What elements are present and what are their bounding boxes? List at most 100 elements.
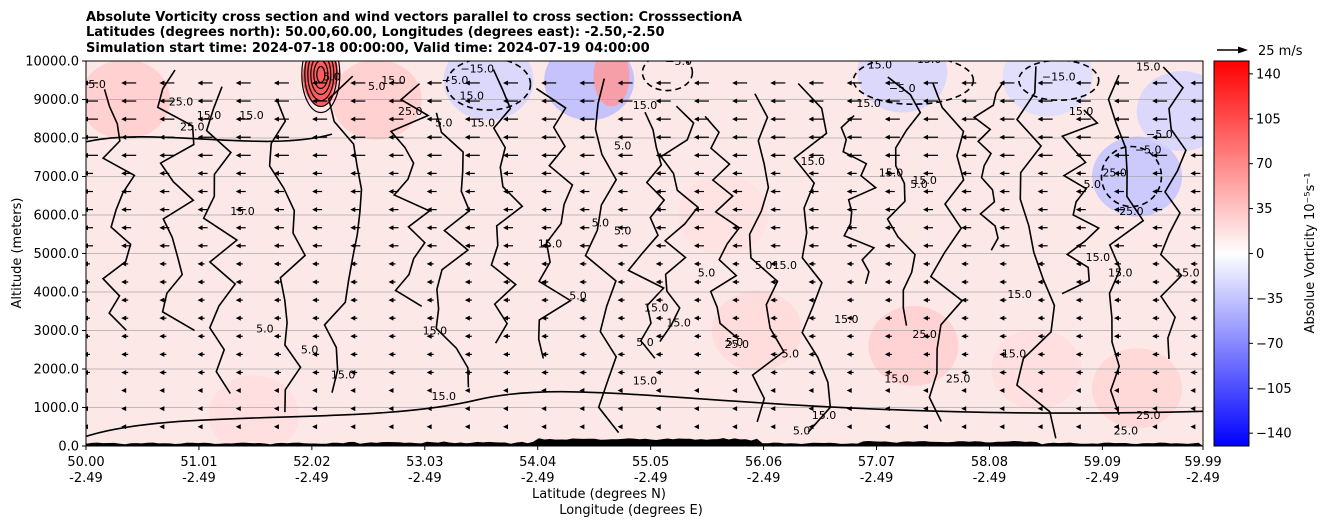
wind-arrow (235, 297, 243, 303)
wind-arrow (159, 261, 167, 267)
wind-arrow (273, 225, 284, 231)
wind-arrow (1190, 225, 1201, 231)
wind-arrow (541, 80, 557, 86)
wind-arrow (579, 134, 595, 140)
y-tick-label: 8000.0 (34, 132, 80, 147)
wind-arrow (121, 189, 132, 195)
wind-arrow (770, 351, 778, 357)
contour-line-15 (840, 115, 878, 285)
wind-arrow (617, 98, 633, 104)
wind-arrow (999, 225, 1010, 231)
negative-contour-0 (445, 61, 532, 111)
wind-arrow (312, 315, 320, 321)
contour-label: 15.0 (1108, 267, 1133, 280)
wind-arrow (732, 98, 748, 104)
wind-arrow (1075, 170, 1086, 176)
wind-arrow (732, 225, 743, 231)
vorticity-region-7 (1002, 61, 1093, 117)
wind-arrow (464, 369, 472, 375)
wind-arrow (121, 333, 129, 339)
wind-arrow (121, 351, 129, 357)
wind-arrow (1075, 406, 1081, 412)
wind-arrow (350, 369, 358, 375)
wind-arrow (426, 170, 437, 176)
contour-label: 15.0 (1136, 61, 1161, 74)
contour-ring-4 (304, 61, 338, 108)
wind-arrow (464, 207, 475, 213)
contour-label: −5.0 (442, 74, 469, 87)
y-tick-label: 5000.0 (34, 247, 80, 262)
wind-arrow (579, 261, 587, 267)
contour-label: 15.0 (666, 317, 691, 330)
wind-arrow (923, 189, 934, 195)
wind-arrow (1152, 297, 1160, 303)
wind-arrow (541, 279, 549, 285)
wind-arrow (923, 152, 939, 158)
wind-arrow (693, 152, 709, 158)
colorbar-tick-label: 105 (1256, 112, 1281, 127)
wind-arrow (388, 116, 404, 122)
wind-arrow (350, 207, 361, 213)
contour-label: 15.0 (884, 372, 909, 385)
negative-contour-3 (1017, 61, 1100, 102)
wind-arrow (1113, 279, 1121, 285)
wind-arrow (1190, 152, 1203, 158)
wind-arrow (503, 225, 514, 231)
wind-arrow (999, 388, 1005, 394)
wind-arrow (961, 315, 969, 321)
wind-arrow (159, 406, 165, 412)
wind-arrow (732, 207, 743, 213)
contour-line-upper (86, 133, 333, 143)
contour-label: 15.0 (1069, 105, 1094, 118)
wind-arrow (350, 406, 356, 412)
wind-arrow (159, 297, 167, 303)
wind-arrow (999, 369, 1007, 375)
wind-arrow (693, 134, 709, 140)
wind-arrow (541, 388, 547, 394)
contour-line-22 (1159, 66, 1187, 359)
wind-arrow (884, 424, 890, 430)
wind-arrow (770, 152, 786, 158)
wind-arrow (1113, 315, 1121, 321)
wind-arrow (1113, 243, 1124, 249)
wind-arrow (770, 369, 778, 375)
contour-line-14 (793, 82, 832, 433)
contour-label: 25.0 (912, 328, 937, 341)
wind-arrow (426, 297, 434, 303)
wind-arrow (655, 424, 661, 430)
wind-arrow (961, 207, 972, 213)
wind-arrow (655, 333, 663, 339)
wind-arrow (770, 170, 781, 176)
wind-arrow (655, 351, 663, 357)
contour-label: 25.0 (1119, 205, 1144, 218)
wind-arrow (350, 189, 361, 195)
wind-arrow (1152, 225, 1163, 231)
wind-arrow (541, 116, 557, 122)
contour-label: 25.0 (1102, 167, 1127, 180)
contour-label: 15.0 (432, 390, 457, 403)
quiver-key-label: 25 m/s (1258, 44, 1303, 59)
contour-label: 5.0 (368, 80, 386, 93)
wind-arrow (273, 388, 279, 394)
wind-arrow (312, 134, 328, 140)
negative-contour-1 (852, 61, 975, 106)
x-tick-lon: -2.49 (182, 471, 216, 486)
contour-line-0 (101, 89, 136, 331)
vorticity-region-15 (208, 375, 299, 446)
wind-arrow (464, 116, 480, 122)
wind-arrow (923, 279, 931, 285)
contour-line-6 (435, 112, 471, 388)
wind-arrow (121, 388, 127, 394)
wind-arrow (1037, 225, 1048, 231)
wind-arrow (1113, 80, 1129, 86)
wind-arrow (1152, 261, 1160, 267)
wind-arrow (159, 152, 175, 158)
x-tick-lon: -2.49 (860, 471, 894, 486)
wind-arrow (350, 243, 361, 249)
quiver-key-arrowhead (1238, 46, 1248, 54)
x-tick-lon: -2.49 (295, 471, 329, 486)
wind-arrow (1190, 279, 1198, 285)
wind-arrow (1037, 297, 1045, 303)
wind-arrow (350, 424, 356, 430)
wind-arrow (846, 243, 857, 249)
